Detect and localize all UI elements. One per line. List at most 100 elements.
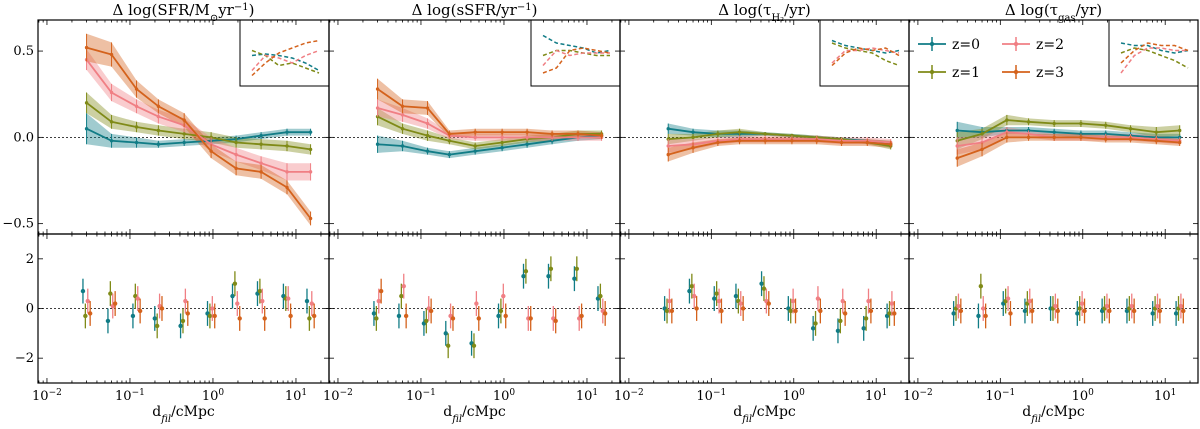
bottom-point	[810, 326, 816, 331]
y-tick-label: 0	[26, 302, 34, 317]
bottom-point	[137, 308, 143, 314]
data-point	[666, 127, 670, 131]
bottom-point	[694, 306, 699, 311]
data-point	[400, 127, 405, 131]
band-z=2	[377, 99, 602, 141]
bottom-point	[574, 266, 580, 271]
bottom-point	[374, 316, 379, 321]
bottom-point	[664, 308, 670, 314]
data-point	[259, 170, 263, 174]
bottom-point	[553, 318, 558, 324]
x-tick-label: 100	[783, 388, 806, 404]
bottom-point	[840, 298, 845, 304]
bottom-point	[813, 321, 818, 326]
bottom-point	[712, 296, 717, 301]
y-tick-label: −2	[15, 351, 34, 366]
data-point	[473, 130, 477, 134]
band-z=3	[86, 33, 311, 226]
data-point	[500, 135, 504, 140]
data-point	[109, 52, 114, 57]
bottom-point	[1022, 308, 1028, 314]
bottom-point	[154, 323, 160, 329]
data-point	[1005, 135, 1009, 140]
bottom-point	[719, 308, 724, 314]
data-point	[308, 147, 313, 152]
data-point	[259, 161, 263, 165]
bottom-point	[1082, 308, 1087, 314]
series-line-z=3	[86, 46, 312, 220]
data-point	[666, 152, 670, 157]
data-point	[525, 130, 529, 134]
bottom-point	[309, 301, 314, 306]
bottom-point	[863, 316, 869, 321]
data-point	[955, 128, 959, 133]
bottom-point	[669, 308, 675, 314]
bottom-point	[230, 293, 235, 299]
data-point	[425, 121, 430, 126]
data-point	[375, 106, 380, 110]
data-point	[447, 132, 452, 136]
bottom-point	[978, 283, 984, 289]
data-point	[375, 114, 380, 119]
x-tick-label: 10−2	[323, 388, 353, 404]
panel-title: Δ log(sSFR/yr−1)	[412, 1, 538, 19]
bottom-point	[232, 281, 238, 286]
bottom-point	[981, 306, 986, 311]
bottom-point	[180, 318, 186, 324]
inset-line-z=1	[251, 49, 320, 74]
bottom-point	[1029, 308, 1035, 314]
bottom-point	[976, 313, 981, 319]
bottom-point	[602, 311, 608, 316]
x-tick-label: 101	[576, 388, 598, 404]
bottom-point	[304, 298, 310, 304]
x-tick-label: 10−2	[614, 388, 644, 404]
inset-line-z=3	[831, 47, 900, 67]
data-point	[425, 133, 430, 138]
bottom-point	[868, 308, 874, 314]
legend-label: z=3	[1036, 65, 1064, 81]
data-point	[375, 142, 380, 146]
data-point	[156, 114, 161, 119]
x-tick-label: 10−1	[696, 388, 726, 404]
legend-marker	[929, 69, 935, 75]
data-point	[1128, 137, 1133, 141]
bottom-point	[951, 311, 956, 316]
panel-title: Δ log(τH₂/yr)	[718, 1, 810, 24]
bottom-point	[83, 313, 88, 319]
series-line-z=2	[377, 107, 602, 139]
bottom-point	[376, 298, 381, 304]
bottom-point	[528, 316, 533, 321]
bottom-point	[1008, 311, 1013, 316]
series-line-z=0	[957, 129, 1180, 139]
bottom-point	[1005, 296, 1011, 301]
bottom-point	[1107, 308, 1112, 314]
band-z=1	[86, 92, 311, 155]
inset-line-z=1	[1120, 47, 1189, 69]
data-point	[1079, 135, 1083, 140]
bottom-point	[887, 311, 892, 316]
series-line-z=3	[667, 139, 891, 156]
inset-line-z=1	[831, 42, 900, 67]
bottom-point	[689, 283, 695, 289]
bottom-point	[958, 308, 964, 314]
bottom-point	[286, 296, 291, 301]
legend-label: z=1	[952, 65, 980, 81]
data-point	[500, 140, 504, 145]
data-point	[447, 139, 452, 143]
inset-line-z=0	[251, 53, 320, 72]
inset-line-z=2	[1120, 47, 1188, 74]
x-axis-label: dfil/cMpc	[443, 404, 506, 425]
data-point	[599, 133, 604, 138]
data-point	[285, 185, 289, 190]
series-line-z=1	[377, 115, 602, 147]
bottom-point	[579, 313, 584, 319]
data-point	[375, 87, 380, 91]
series-line-z=3	[956, 136, 1180, 159]
bottom-point	[496, 313, 501, 319]
bottom-point	[818, 308, 823, 314]
data-point	[500, 146, 504, 150]
data-point	[109, 139, 114, 143]
bottom-point	[445, 343, 451, 348]
bottom-point	[523, 269, 529, 274]
bottom-point	[766, 301, 771, 306]
